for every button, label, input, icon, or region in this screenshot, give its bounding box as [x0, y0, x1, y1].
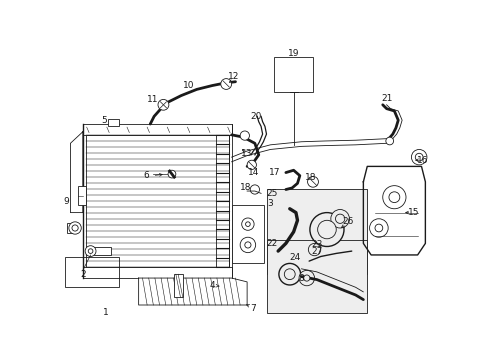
- Circle shape: [385, 137, 393, 145]
- Circle shape: [158, 99, 168, 110]
- Circle shape: [307, 176, 318, 187]
- Circle shape: [335, 214, 344, 223]
- Text: 3: 3: [267, 199, 273, 208]
- Text: 22: 22: [266, 239, 277, 248]
- Text: 19: 19: [287, 49, 299, 58]
- Circle shape: [374, 224, 382, 232]
- Polygon shape: [138, 278, 246, 305]
- Text: 24: 24: [289, 253, 300, 262]
- Polygon shape: [70, 132, 82, 213]
- Circle shape: [241, 218, 254, 230]
- Text: 11: 11: [146, 95, 158, 104]
- Circle shape: [309, 213, 343, 247]
- Circle shape: [250, 185, 259, 194]
- Circle shape: [369, 219, 387, 237]
- Text: 13: 13: [241, 149, 252, 158]
- Text: 15: 15: [407, 208, 419, 217]
- Circle shape: [410, 149, 426, 165]
- Text: 4: 4: [209, 281, 215, 290]
- Polygon shape: [363, 166, 425, 255]
- Bar: [266, 189, 366, 274]
- Text: 6: 6: [143, 171, 149, 180]
- Text: 21: 21: [380, 94, 391, 103]
- Bar: [231, 205, 264, 263]
- Text: 18: 18: [239, 184, 251, 193]
- Circle shape: [330, 210, 349, 228]
- Bar: [78, 186, 86, 205]
- Text: 14: 14: [247, 168, 259, 177]
- Circle shape: [244, 242, 250, 248]
- Text: 9: 9: [63, 197, 68, 206]
- Circle shape: [308, 243, 320, 256]
- Text: 5: 5: [102, 116, 107, 125]
- Circle shape: [317, 220, 336, 239]
- Bar: [173, 274, 183, 297]
- Circle shape: [240, 131, 249, 140]
- Bar: [82, 267, 231, 278]
- Bar: [82, 124, 231, 135]
- Circle shape: [69, 222, 81, 234]
- Text: 1: 1: [103, 308, 109, 317]
- Bar: [86, 135, 228, 267]
- Circle shape: [299, 270, 314, 286]
- Text: 27: 27: [310, 247, 322, 256]
- Circle shape: [278, 264, 300, 285]
- Text: 8: 8: [298, 274, 304, 283]
- Text: 18: 18: [305, 174, 316, 183]
- Text: 7: 7: [250, 304, 256, 313]
- Text: 17: 17: [269, 168, 280, 177]
- Bar: [107, 119, 119, 126]
- Circle shape: [240, 237, 255, 253]
- Circle shape: [414, 153, 422, 161]
- Text: 2: 2: [80, 270, 85, 279]
- Text: 10: 10: [183, 81, 194, 90]
- Circle shape: [246, 160, 256, 170]
- Bar: [266, 239, 366, 313]
- Circle shape: [168, 170, 176, 178]
- Bar: [94, 247, 110, 255]
- Circle shape: [388, 192, 399, 203]
- Bar: [274, 57, 312, 92]
- Circle shape: [88, 249, 93, 253]
- Bar: [65, 257, 119, 287]
- Text: 25: 25: [265, 189, 277, 198]
- Bar: [216, 135, 228, 267]
- Circle shape: [303, 275, 309, 281]
- Circle shape: [284, 269, 295, 280]
- Text: 26: 26: [342, 217, 353, 226]
- Bar: [67, 222, 73, 233]
- Text: 16: 16: [416, 156, 428, 165]
- Text: 23: 23: [310, 240, 322, 249]
- Text: 12: 12: [227, 72, 238, 81]
- Circle shape: [72, 225, 78, 231]
- Circle shape: [382, 186, 405, 209]
- Text: 20: 20: [250, 112, 262, 121]
- Circle shape: [245, 222, 250, 226]
- Circle shape: [220, 78, 231, 89]
- Circle shape: [85, 246, 96, 256]
